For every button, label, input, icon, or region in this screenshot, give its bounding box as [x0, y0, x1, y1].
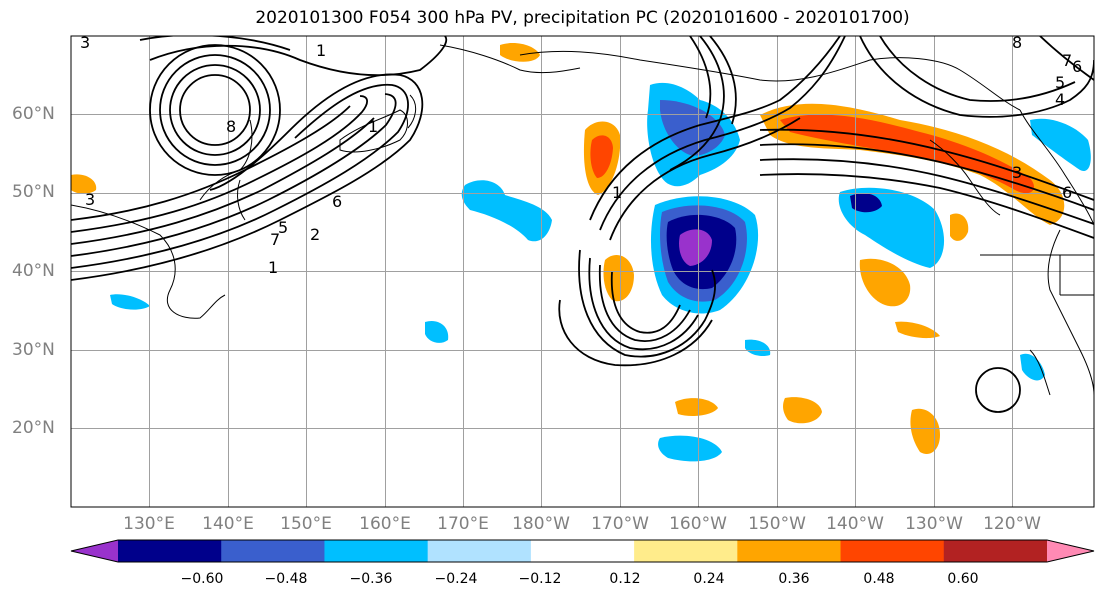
- lat-label: 60°N: [12, 104, 55, 124]
- precip-positive-blob-7: [500, 43, 540, 62]
- colorbar-outline: [70, 539, 1095, 563]
- lon-label: 130°W: [905, 514, 963, 534]
- precip-positive-blob-5: [675, 398, 718, 416]
- colorbar-tick-label: 0.60: [947, 571, 979, 587]
- contour-label-group: 1 3 8 7 6 5 2 1 3 1 7 8 6 5 4 3 6 1: [80, 33, 1082, 277]
- colorbar-tick-label: 0.48: [863, 571, 895, 587]
- contour-label: 8: [1012, 33, 1022, 52]
- precip-negative-central-peak: [679, 229, 712, 266]
- colorbar-segment: [118, 540, 222, 562]
- contour-label: 1: [368, 117, 378, 136]
- colorbar-tick-label: −0.24: [434, 571, 478, 587]
- lon-label: 140°W: [826, 514, 884, 534]
- colorbar-extend-max: [1047, 540, 1094, 562]
- lat-label: 40°N: [12, 261, 55, 281]
- lon-label: 120°W: [983, 514, 1041, 534]
- contour-label: 2: [310, 225, 320, 244]
- contour-label: 3: [80, 33, 90, 52]
- precip-positive-blob-9: [950, 213, 969, 241]
- contour-label: 7: [270, 230, 280, 249]
- precip-positive-blob-6: [783, 397, 822, 424]
- lon-label: 160°E: [359, 514, 411, 534]
- contour-label: 3: [1012, 163, 1022, 182]
- contour-label: 1: [612, 183, 622, 202]
- contour-label: 7: [1062, 51, 1072, 70]
- colorbar-extend-min: [71, 540, 118, 562]
- lon-label: 150°E: [280, 514, 332, 534]
- lon-label: 130°E: [123, 514, 175, 534]
- colorbar-tick-label: 0.12: [609, 571, 641, 587]
- lon-label: 150°W: [748, 514, 806, 534]
- colorbar: [70, 539, 1095, 563]
- colorbar-segment: [324, 540, 429, 562]
- colorbar-tick-label: 0.36: [778, 571, 810, 587]
- colorbar-segment: [840, 540, 945, 562]
- contour-label: 8: [226, 117, 236, 136]
- colorbar-segment: [221, 540, 325, 562]
- colorbar-segment: [530, 540, 635, 562]
- contour-label: 1: [316, 41, 326, 60]
- contour-label: 6: [1062, 183, 1072, 202]
- lon-label: 140°E: [202, 514, 254, 534]
- lon-label: 170°E: [437, 514, 489, 534]
- precip-negative-blob-5: [425, 320, 449, 343]
- precip-strong-alaska: [780, 114, 1035, 194]
- contour-label: 4: [1055, 90, 1065, 109]
- precip-negative-blob-7: [1020, 353, 1045, 381]
- colorbar-segment: [943, 540, 1048, 562]
- precip-positive-blob-4: [910, 408, 940, 455]
- contour-label: 3: [85, 190, 95, 209]
- precip-negative-blob-3: [658, 435, 722, 462]
- contour-label: 5: [278, 218, 288, 237]
- colorbar-tick-label: −0.60: [180, 571, 224, 587]
- colorbar-segment: [737, 540, 842, 562]
- precip-positive-blob-1-core: [590, 135, 613, 178]
- colorbar-tick-label: −0.36: [349, 571, 393, 587]
- precip-negative-blob-4: [1030, 118, 1091, 171]
- precip-fields: [71, 43, 1091, 462]
- colorbar-tick-label: −0.48: [264, 571, 308, 587]
- pv-contours: [71, 36, 1094, 413]
- colorbar-tick-label: 0.24: [693, 571, 725, 587]
- precip-positive-blob-8: [71, 174, 97, 194]
- lon-label: 160°W: [669, 514, 727, 534]
- lon-label: 170°W: [591, 514, 649, 534]
- map-frame: [70, 35, 1095, 508]
- lat-label: 20°N: [12, 418, 55, 438]
- precip-positive-blob-3: [859, 258, 911, 307]
- precip-negative-blob-1-core: [850, 193, 882, 213]
- contour-label: 6: [1072, 57, 1082, 76]
- lat-label: 50°N: [12, 182, 55, 202]
- precip-positive-blob-10: [895, 321, 940, 339]
- colorbar-segment: [634, 540, 738, 562]
- contour-label: 5: [1055, 73, 1065, 92]
- map-title: 2020101300 F054 300 hPa PV, precipitatio…: [255, 8, 910, 28]
- lon-label: 180°W: [512, 514, 570, 534]
- colorbar-tick-label: −0.12: [518, 571, 562, 587]
- contour-label: 1: [268, 258, 278, 277]
- precip-negative-blob-2: [461, 180, 552, 242]
- graticule: [71, 36, 1094, 507]
- lat-label: 30°N: [12, 340, 55, 360]
- precip-negative-blob-6: [745, 339, 771, 357]
- contour-label: 6: [332, 192, 342, 211]
- colorbar-segment: [427, 540, 532, 562]
- precip-positive-blob-2: [603, 255, 634, 302]
- precip-negative-blob-8: [110, 294, 150, 310]
